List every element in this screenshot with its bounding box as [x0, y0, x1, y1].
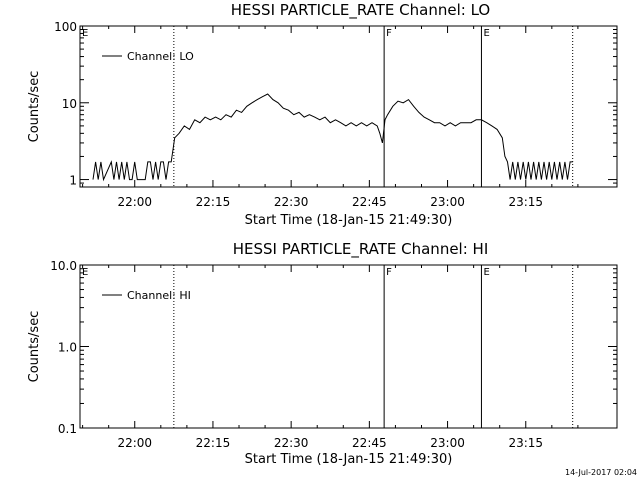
y-axis-label: Counts/sec: [27, 71, 42, 143]
event-line-label: F: [386, 28, 392, 39]
y-tick-label: 100: [54, 20, 77, 34]
x-tick-label: 22:15: [196, 436, 231, 450]
x-tick-label: 22:15: [196, 195, 231, 209]
chart-title: HESSI PARTICLE_RATE Channel: LO: [231, 1, 490, 20]
x-tick-label: 22:30: [274, 195, 309, 209]
x-tick-label: 22:00: [117, 436, 152, 450]
event-line-label: F: [386, 267, 392, 278]
legend-label: Channel: HI: [127, 289, 191, 302]
y-tick-label: 0.1: [58, 422, 77, 436]
y-tick-label: 10.0: [50, 259, 77, 273]
x-tick-label: 23:00: [430, 436, 465, 450]
y-axis-label: Counts/sec: [27, 311, 42, 383]
x-tick-label: 23:15: [508, 195, 543, 209]
hi-channel-panel: HESSI PARTICLE_RATE Channel: HI Start Tim…: [27, 240, 618, 467]
y-tick-label: 1: [69, 174, 77, 188]
x-tick-label: 22:45: [352, 436, 387, 450]
lo-channel-panel: HESSI PARTICLE_RATE Channel: LO Start Tim…: [27, 1, 618, 228]
plot-timestamp: 14-Jul-2017 02:04: [565, 468, 637, 477]
x-tick-label: 23:00: [430, 195, 465, 209]
x-axis-label: Start Time (18-Jan-15 21:49:30): [245, 213, 453, 228]
left-edge-label: E: [82, 28, 88, 39]
left-edge-label: E: [82, 267, 88, 278]
x-tick-label: 22:00: [117, 195, 152, 209]
x-tick-label: 23:15: [508, 436, 543, 450]
series-line-0: [92, 93, 573, 182]
x-tick-label: 22:45: [352, 195, 387, 209]
event-line-label: E: [483, 28, 489, 39]
legend-label: Channel: LO: [127, 50, 194, 63]
x-tick-label: 22:30: [274, 436, 309, 450]
chart-title: HESSI PARTICLE_RATE Channel: HI: [233, 240, 489, 259]
x-axis-label: Start Time (18-Jan-15 21:49:30): [245, 452, 453, 467]
event-line-label: E: [483, 267, 489, 278]
y-tick-label: 1.0: [58, 341, 77, 355]
y-tick-label: 10: [62, 97, 77, 111]
